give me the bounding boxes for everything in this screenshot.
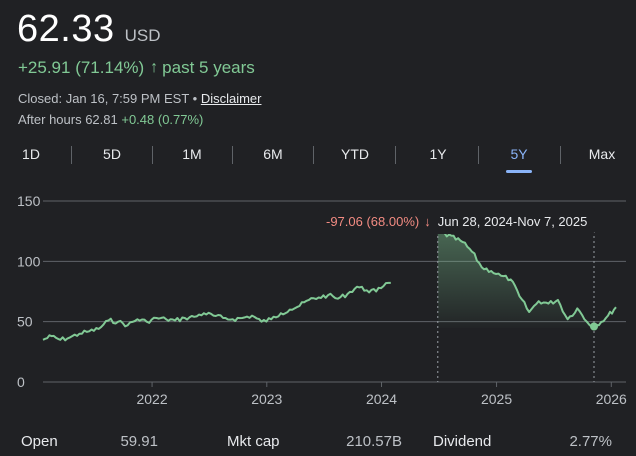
x-tick-label: 2022 (136, 391, 167, 407)
arrow-up-icon: ↑ (150, 59, 159, 76)
tab-separator (560, 146, 561, 164)
stat-dividend-value: 2.77% (569, 433, 612, 450)
time-range-tabs: 1D 5D 1M 6M YTD 1Y 5Y Max (0, 140, 636, 174)
stat-open-value: 59.91 (120, 433, 158, 450)
currency-label: USD (124, 26, 161, 45)
after-hours-info: After hours 62.81 +0.48 (0.77%) (18, 112, 203, 127)
tab-separator (152, 146, 153, 164)
tab-1y[interactable]: 1Y (429, 146, 447, 162)
after-hours-change: +0.48 (0.77%) (121, 112, 204, 127)
price-change: +25.91 (71.14%) ↑ past 5 years (18, 58, 255, 78)
price-line (42, 230, 617, 342)
tab-1d[interactable]: 1D (22, 146, 40, 162)
selection-dates: Jun 28, 2024-Nov 7, 2025 (437, 213, 588, 229)
after-hours-price: After hours 62.81 (18, 112, 118, 127)
arrow-down-icon: ↓ (424, 213, 431, 229)
disclaimer-link[interactable]: Disclaimer (200, 91, 262, 106)
stat-mktcap-value: 210.57B (346, 433, 402, 450)
selection-end-dot[interactable] (589, 322, 598, 331)
selection-change: -97.06 (68.00%) (326, 213, 420, 229)
tab-max[interactable]: Max (588, 146, 616, 162)
change-value: +25.91 (71.14%) (18, 58, 145, 77)
tab-separator (478, 146, 479, 164)
key-stats: Open 59.91 Mkt cap 210.57B Dividend 2.77… (0, 428, 636, 456)
tab-1m[interactable]: 1M (182, 146, 202, 162)
tab-separator (313, 146, 314, 164)
selection-area (437, 231, 594, 328)
tab-separator (395, 146, 396, 164)
x-tick-label: 2026 (596, 391, 627, 407)
current-price: 62.33 (17, 8, 115, 50)
closed-text: Closed: Jan 16, 7:59 PM EST • (18, 91, 198, 106)
x-tick-label: 2024 (366, 391, 397, 407)
y-tick-label: 100 (17, 253, 41, 269)
y-tick-label: 0 (17, 374, 25, 390)
tab-separator (71, 146, 72, 164)
price-header: 62.33 USD (17, 8, 161, 51)
x-tick-label: 2023 (251, 391, 282, 407)
tab-ytd[interactable]: YTD (341, 146, 369, 162)
tab-5d[interactable]: 5D (103, 146, 121, 162)
tab-5y[interactable]: 5Y (489, 140, 549, 173)
selection-range-label: -97.06 (68.00%) ↓ Jun 28, 2024-Nov 7, 20… (318, 208, 596, 234)
tab-separator (232, 146, 233, 164)
stat-dividend-label: Dividend (433, 433, 492, 450)
change-period: past 5 years (162, 58, 255, 77)
closed-info: Closed: Jan 16, 7:59 PM EST • Disclaimer (18, 91, 261, 106)
x-tick-label: 2025 (481, 391, 512, 407)
price-chart[interactable]: 0 50 100 150 2022 2023 2024 2025 2026 (0, 185, 636, 407)
tab-6m[interactable]: 6M (263, 146, 283, 162)
y-tick-label: 150 (17, 193, 41, 209)
stat-open-label: Open (21, 433, 58, 450)
y-tick-label: 50 (17, 314, 33, 330)
stat-mktcap-label: Mkt cap (227, 433, 280, 450)
